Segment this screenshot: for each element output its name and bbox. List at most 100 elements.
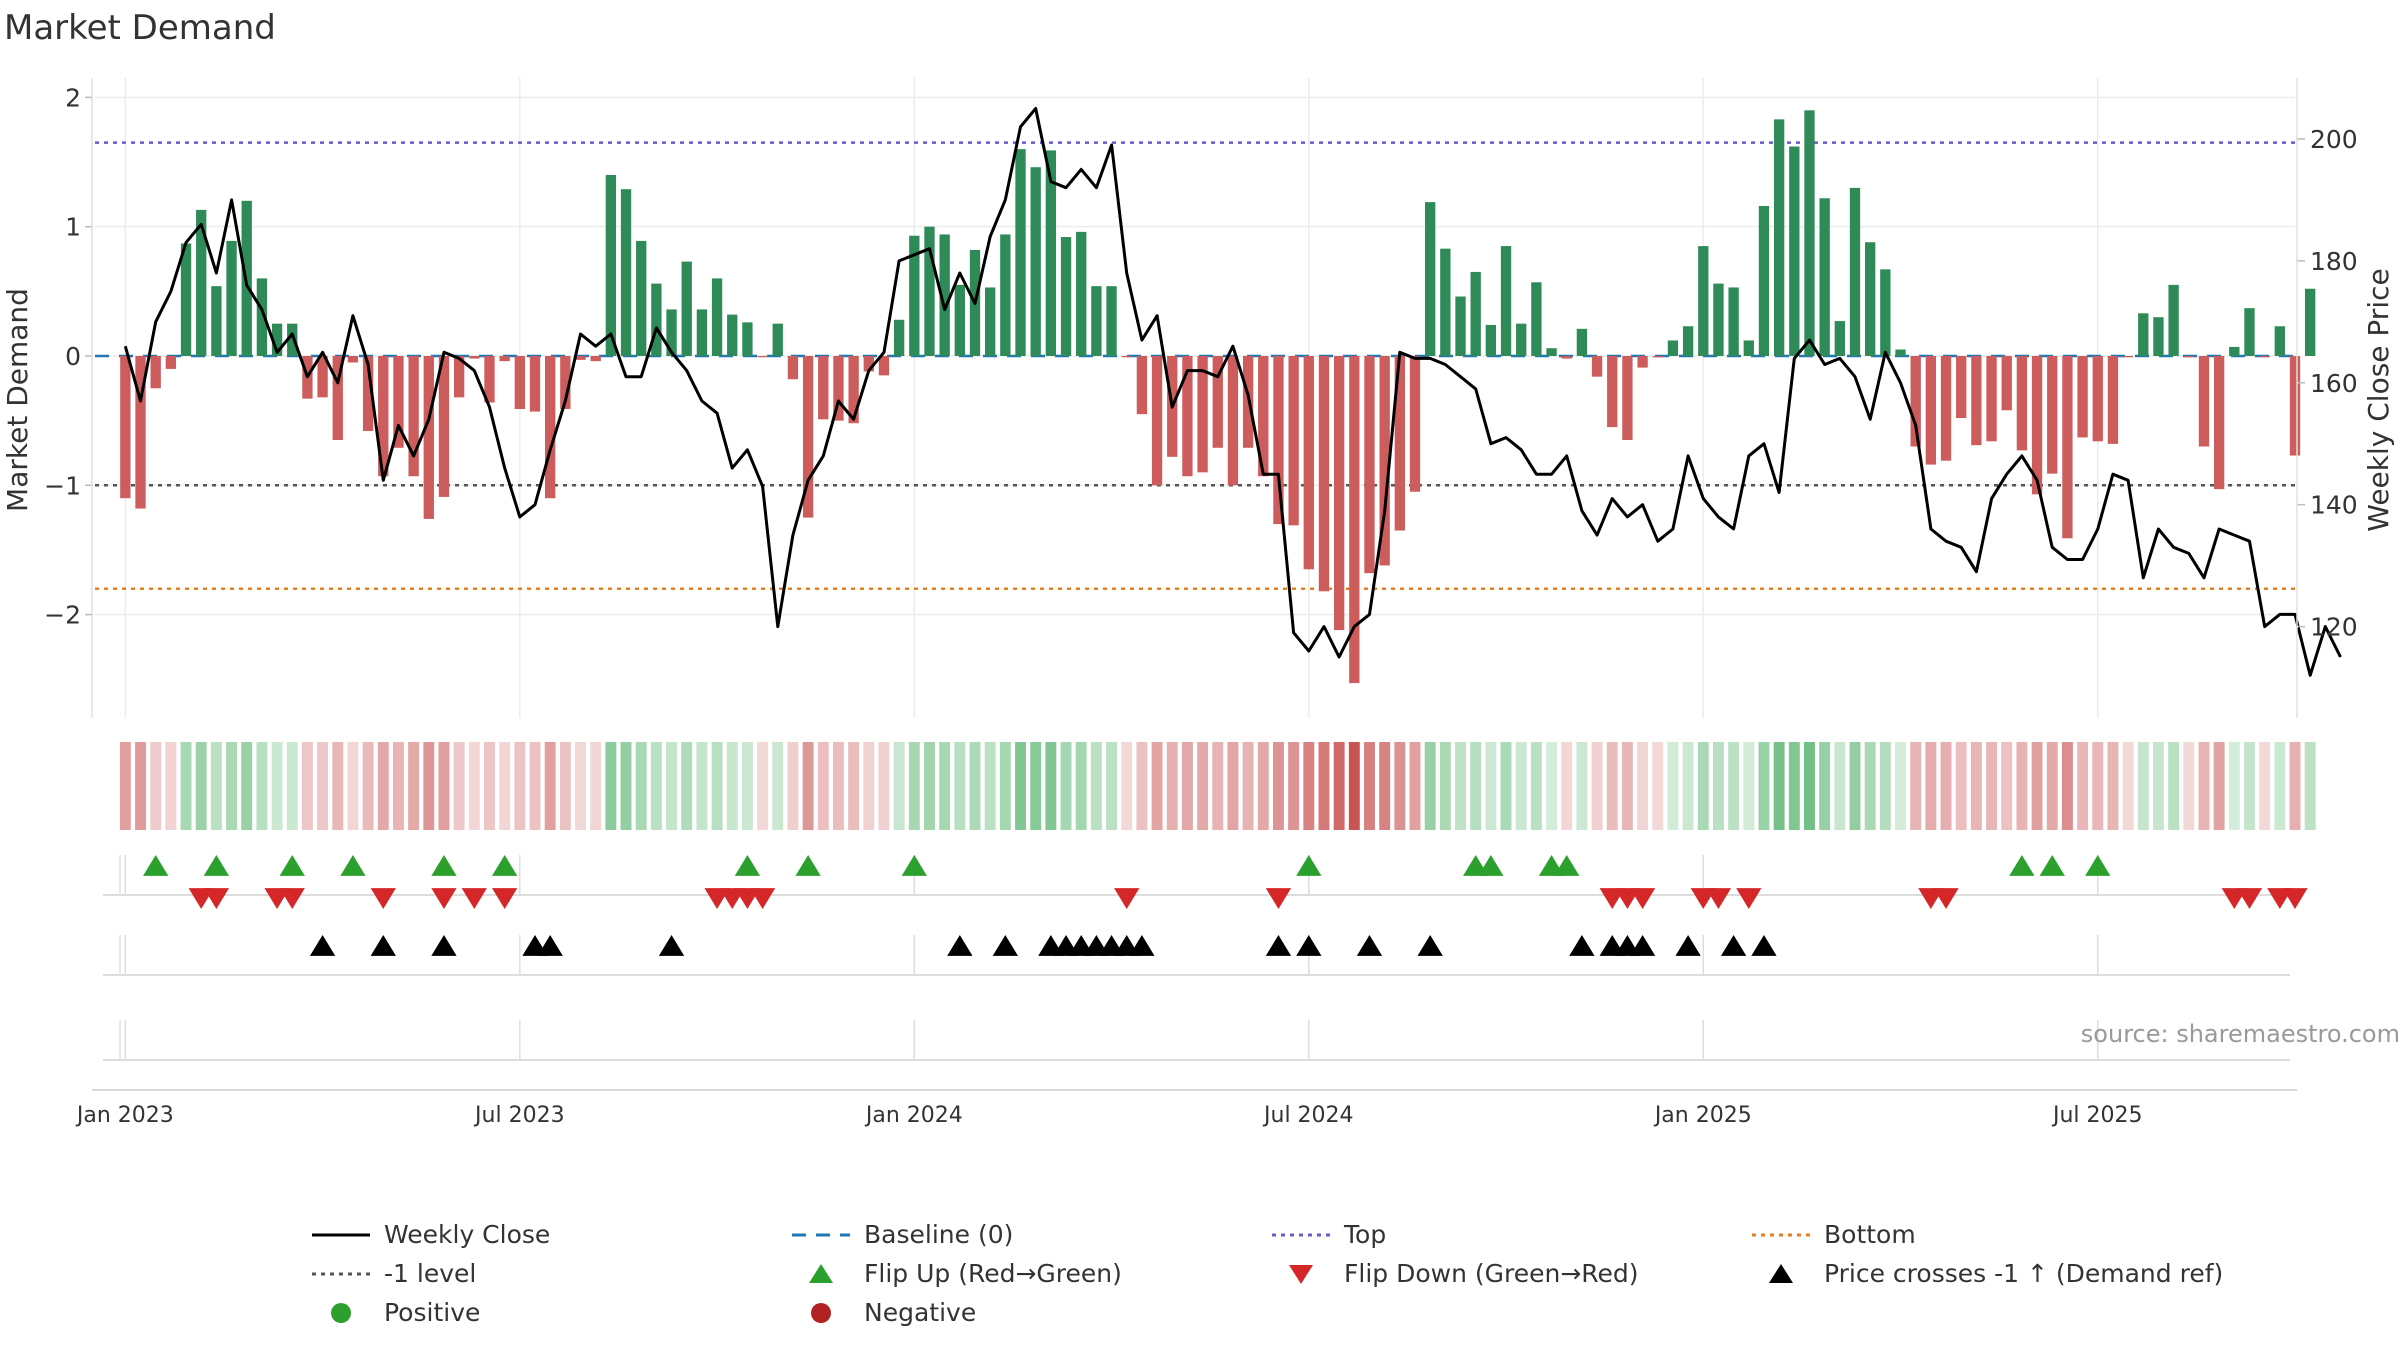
heat-cell: [605, 742, 617, 830]
demand-bar: [378, 355, 389, 477]
heat-cell: [1895, 742, 1906, 830]
heat-cell: [2228, 742, 2240, 830]
dashed-line-icon: [792, 1233, 850, 1236]
legend-flip-down-label: Flip Down (Green→Red): [1344, 1259, 1639, 1288]
flip-down-marker: [1736, 888, 1762, 909]
legend-flip-down: Flip Down (Green→Red): [1270, 1259, 1639, 1288]
demand-bar: [150, 355, 161, 389]
demand-bar: [165, 355, 177, 369]
demand-bar: [1516, 323, 1527, 356]
demand-bar: [1182, 355, 1193, 477]
demand-bar: [757, 355, 768, 358]
heat-cell: [347, 742, 359, 830]
heat-cell: [226, 742, 238, 830]
demand-bar: [985, 287, 996, 356]
demand-bar: [2077, 355, 2088, 438]
heat-cell: [1136, 742, 1148, 830]
demand-bar: [1986, 355, 1997, 442]
circle-icon: [331, 1302, 351, 1323]
legend: Weekly Close Baseline (0) Top Bottom -1 …: [0, 1200, 2400, 1350]
demand-bar: [1531, 282, 1542, 356]
heat-cell: [1045, 742, 1057, 830]
flip-down-marker: [431, 888, 457, 909]
flip-down-marker: [203, 888, 230, 909]
legend-weekly-close-label: Weekly Close: [384, 1220, 551, 1249]
demand-bar: [1318, 355, 1330, 592]
price-cross-marker: [1417, 935, 1443, 956]
demand-bar: [620, 189, 632, 356]
heat-cell: [1834, 742, 1846, 830]
demand-bar: [560, 355, 571, 409]
demand-bar: [2259, 355, 2270, 358]
demand-bar: [939, 234, 950, 356]
price-cross-marker: [431, 935, 457, 956]
demand-bar: [605, 174, 617, 356]
heat-cell: [1667, 742, 1679, 830]
demand-bar: [1561, 355, 1572, 359]
dotted-line-icon: [1752, 1233, 1810, 1236]
heat-cell: [1697, 742, 1709, 830]
heat-cell: [1758, 742, 1770, 830]
heat-cell: [377, 742, 389, 830]
heat-cell: [2198, 742, 2210, 830]
demand-bar: [2244, 308, 2255, 356]
demand-bar: [1637, 355, 1648, 368]
source-label: source: sharemaestro.com: [2081, 1020, 2400, 1048]
demand-bar: [1136, 355, 1148, 415]
heat-cell: [999, 742, 1011, 830]
demand-bar: [1667, 340, 1679, 356]
heat-cell: [286, 742, 298, 830]
price-cross-marker: [1296, 935, 1322, 956]
heat-cell: [666, 742, 678, 830]
heat-cell: [741, 742, 753, 830]
demand-bar: [1045, 150, 1057, 356]
y2-tick-label: 180: [2310, 247, 2358, 276]
demand-bars: [120, 110, 2316, 684]
demand-bar: [2183, 355, 2194, 358]
flip-up-marker: [340, 855, 366, 876]
heat-cell: [954, 742, 966, 830]
triangle-down-icon: [1289, 1264, 1313, 1284]
heat-cell: [1728, 742, 1740, 830]
demand-bar: [1333, 355, 1345, 631]
y-axis-label: Market Demand: [1, 288, 34, 512]
demand-bar: [1804, 110, 1815, 356]
flip-down-marker: [2236, 888, 2263, 909]
flip-up-marker: [279, 855, 305, 876]
demand-bar: [1015, 149, 1026, 356]
price-cross-marker: [1265, 935, 1292, 956]
heat-cell: [848, 742, 860, 830]
demand-bar: [833, 355, 844, 421]
demand-bar: [1455, 296, 1466, 356]
heat-cell: [711, 742, 723, 830]
demand-bar: [2198, 355, 2210, 447]
heat-cell: [802, 742, 814, 830]
heat-cell: [1333, 742, 1345, 830]
heat-cell: [1090, 742, 1102, 830]
demand-bar: [1409, 355, 1421, 492]
demand-bar: [2107, 355, 2119, 444]
demand-bar: [514, 355, 525, 409]
demand-bar: [196, 209, 207, 356]
heat-cell: [135, 742, 146, 830]
flip-up-marker: [143, 855, 169, 876]
heat-cell: [1242, 742, 1254, 830]
legend-price-cross-label: Price crosses -1 ↑ (Demand ref): [1824, 1259, 2224, 1288]
heat-cell: [2244, 742, 2255, 830]
x-tick-label: Jan 2025: [1653, 1103, 1752, 1128]
legend-top-label: Top: [1344, 1220, 1387, 1249]
demand-bar: [1880, 269, 1891, 356]
demand-bar: [1834, 321, 1845, 356]
heat-cell: [1470, 742, 1482, 830]
heat-cell: [453, 742, 465, 830]
demand-bar: [1425, 202, 1436, 356]
demand-bar: [211, 286, 222, 356]
flip-up-marker: [795, 855, 821, 876]
heat-cell: [1621, 742, 1633, 830]
heat-cell: [408, 742, 420, 830]
price-cross-marker: [537, 935, 563, 956]
demand-bar: [1500, 246, 1512, 356]
demand-bar: [2047, 355, 2058, 474]
heat-cell: [423, 742, 435, 830]
demand-bar: [1106, 286, 1117, 356]
